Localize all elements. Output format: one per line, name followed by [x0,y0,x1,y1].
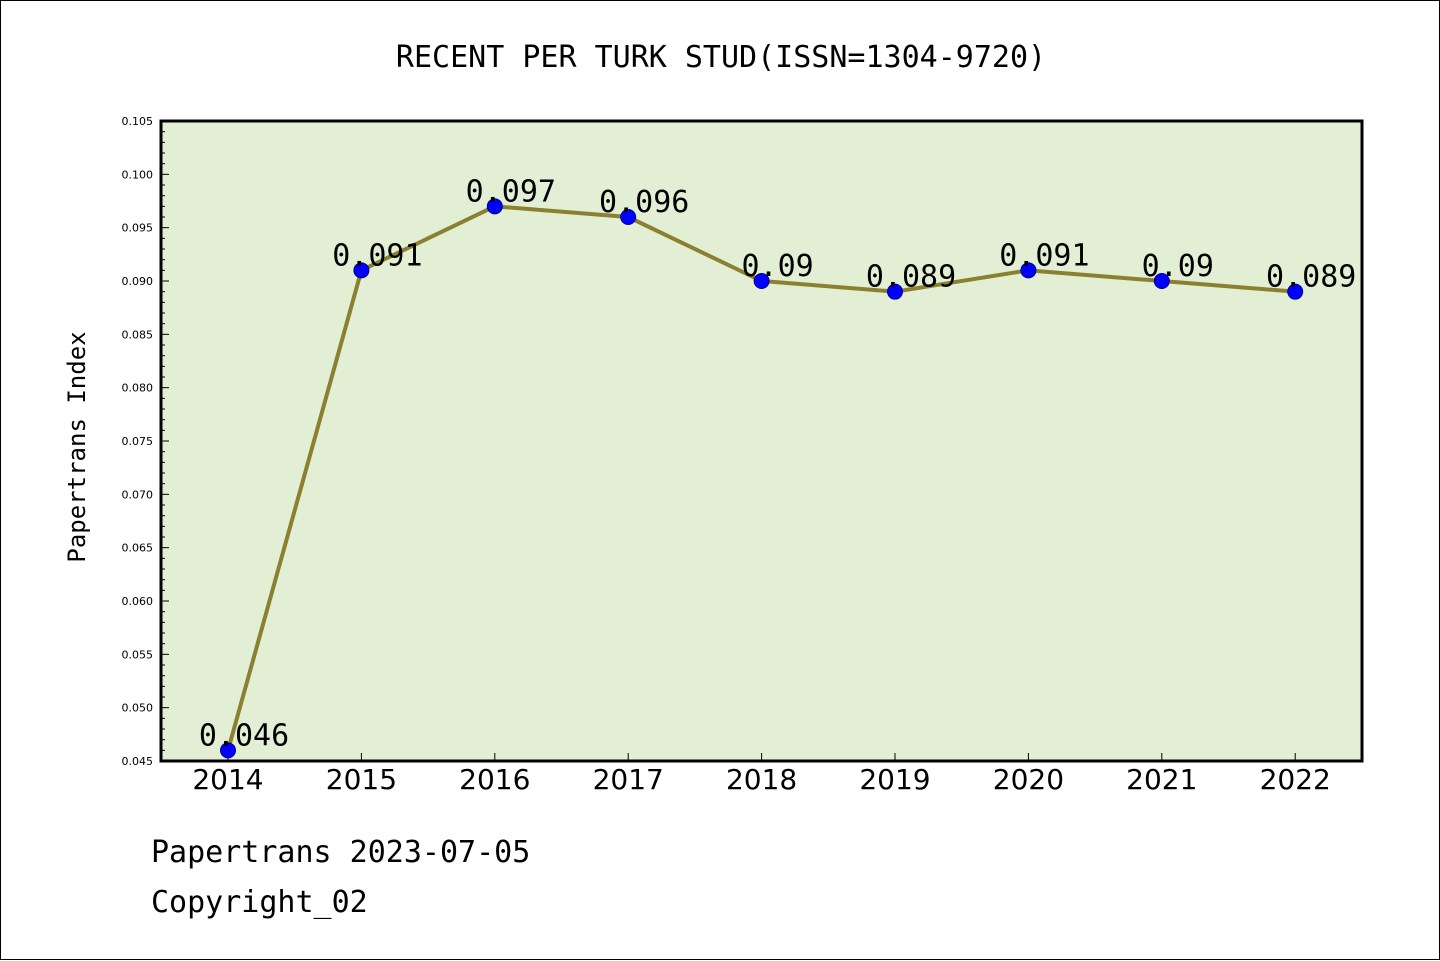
data-label: 0.091 [999,238,1089,273]
y-tick-label: 0.105 [122,115,154,128]
y-tick-label: 0.060 [122,595,154,608]
data-point-marker [220,742,236,759]
y-tick-label: 0.095 [122,222,154,235]
data-label: 0.089 [866,260,956,295]
data-label: 0.097 [466,174,556,209]
data-label: 0.09 [1142,249,1214,284]
data-point-marker [486,198,503,215]
x-tick-label: 2018 [726,763,797,796]
y-tick-label: 0.050 [122,702,154,715]
data-point-marker [1153,273,1170,289]
y-axis-label: Papertrans Index [63,331,91,562]
x-tick-label: 2021 [1126,763,1197,796]
x-tick-label: 2017 [593,763,664,796]
data-point-marker [887,283,903,300]
data-point-marker [1020,262,1037,279]
data-label: 0.046 [199,718,289,753]
x-tick-label: 2015 [326,763,397,796]
plot-border [159,119,1364,763]
y-tick-label: 0.045 [122,755,154,768]
y-tick-label: 0.090 [122,275,154,288]
footer-copyright: Copyright_02 [151,885,368,920]
x-tick-label: 2019 [859,763,930,796]
x-tick-label: 2020 [993,763,1064,796]
data-label: 0.096 [599,185,689,220]
y-tick-label: 0.055 [122,648,154,661]
x-tick-label: 2014 [192,763,263,796]
y-tick-label: 0.070 [122,488,154,501]
x-tick-label: 2016 [459,763,530,796]
data-label: 0.09 [741,249,813,284]
y-tick-label: 0.065 [122,542,154,555]
data-point-marker [1287,283,1304,300]
data-point-marker [353,262,370,279]
y-tick-label: 0.080 [122,382,154,395]
series-layer: 0.046 0.091 0.097 0.096 0.09 0.089 0.091 0.09 0.… [199,174,1356,759]
data-label: 0.091 [332,238,422,273]
x-tick-label: 2022 [1260,763,1331,796]
data-label: 0.089 [1266,260,1356,295]
y-tick-label: 0.085 [122,328,154,341]
y-tick-label: 0.100 [122,168,154,181]
data-point-marker [753,273,770,289]
data-point-marker [620,209,637,225]
x-axis: 2014 2015 2016 2017 2018 2019 2020 2021 2022 [192,753,1331,796]
plot-area [161,121,1362,761]
y-tick-label: 0.075 [122,435,154,448]
footer-source: Papertrans 2023-07-05 [151,835,531,870]
chart-title: RECENT PER TURK STUD(ISSN=1304-9720) [396,40,1046,75]
